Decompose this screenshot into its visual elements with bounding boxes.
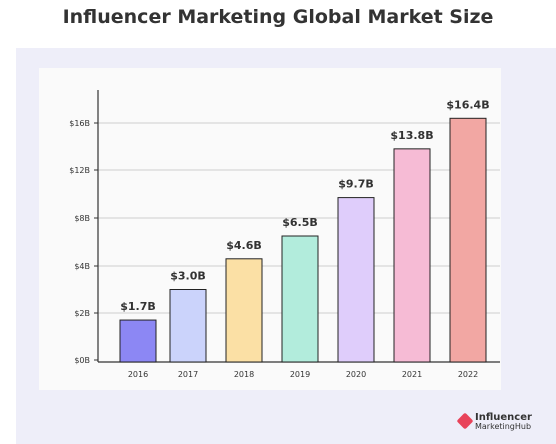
bar-2022 (449, 117, 487, 363)
data-label-2020: $9.7B (338, 178, 374, 191)
data-label-2019: $6.5B (282, 216, 318, 229)
x-tick-label-2020: 2020 (346, 370, 366, 379)
bar-2017 (169, 289, 207, 363)
x-tick-label-2018: 2018 (234, 370, 254, 379)
x-tick-label-2022: 2022 (458, 370, 478, 379)
brand-logo: Influencer MarketingHub (456, 412, 549, 434)
bar-2019 (281, 235, 319, 363)
y-tick-label: $16B (69, 119, 90, 128)
bar-2021 (393, 148, 431, 363)
y-tick-label: $12B (69, 166, 90, 175)
data-label-2017: $3.0B (170, 270, 206, 283)
y-tick-label: $0B (74, 356, 90, 365)
bar-2020 (337, 197, 375, 363)
y-tick-label: $2B (74, 309, 90, 318)
brand-name-line2: MarketingHub (475, 422, 532, 431)
x-tick-label-2019: 2019 (290, 370, 310, 379)
data-label-2021: $13.8B (390, 129, 433, 142)
y-tick-label: $8B (74, 214, 90, 223)
bar-2018 (225, 258, 263, 363)
x-tick-label-2021: 2021 (402, 370, 422, 379)
brand-name-line1: Influencer (475, 412, 532, 423)
y-tick-label: $4B (74, 262, 90, 271)
brand-logo-icon (456, 412, 474, 430)
data-label-2018: $4.6B (226, 239, 262, 252)
page-title: Influencer Marketing Global Market Size (62, 6, 494, 28)
bar-2016 (119, 319, 157, 363)
data-label-2022: $16.4B (446, 98, 489, 111)
x-tick-label-2016: 2016 (128, 370, 148, 379)
data-label-2016: $1.7B (120, 300, 156, 313)
x-tick-label-2017: 2017 (178, 370, 198, 379)
